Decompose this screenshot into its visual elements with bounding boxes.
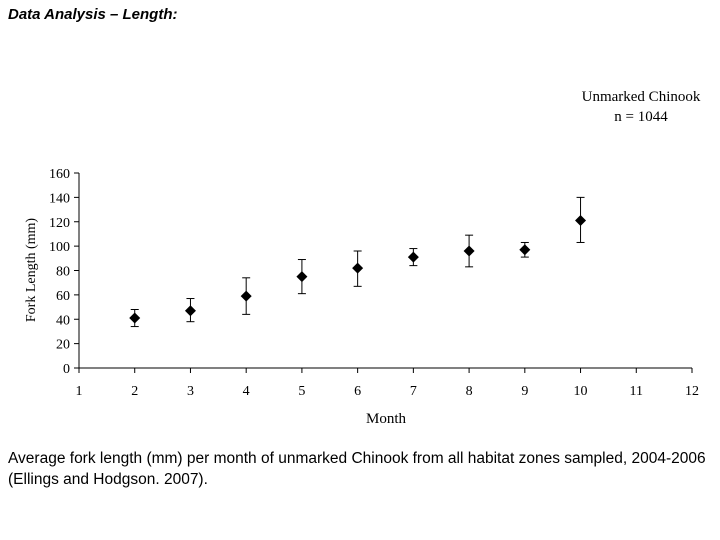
x-tick-label: 8 [466,384,473,399]
figure-caption: Average fork length (mm) per month of un… [8,450,706,488]
y-tick-label: 60 [56,289,70,304]
y-tick-label: 40 [56,313,70,328]
x-tick-label: 10 [574,384,588,399]
y-tick-label: 100 [49,240,70,255]
data-point-group [519,241,531,258]
data-point-group [407,248,419,267]
x-tick-label: 12 [685,384,699,399]
chart-marks [129,196,587,328]
x-tick-label: 1 [76,384,83,399]
data-point-diamond [352,262,364,274]
x-tick-label: 5 [298,384,305,399]
slide-heading: Data Analysis – Length: [8,6,178,23]
data-point-diamond [129,312,141,324]
annotation-line-2: n = 1044 [614,109,668,125]
data-point-group [575,196,587,243]
x-tick-label: 4 [243,384,250,399]
annotation-line-1: Unmarked Chinook [582,89,701,105]
y-tick-label: 160 [49,167,70,182]
x-tick-label: 3 [187,384,194,399]
y-tick-label: 80 [56,265,70,280]
data-point-group [129,309,141,328]
data-point-group [463,234,475,268]
data-point-group [296,259,308,295]
data-point-diamond [184,305,196,317]
y-axis-label: Fork Length (mm) [24,218,39,323]
y-tick-label: 140 [49,191,70,206]
data-point-diamond [296,271,308,283]
x-tick-label: 7 [410,384,417,399]
y-tick-label: 20 [56,338,70,353]
x-tick-label: 9 [521,384,528,399]
x-tick-label: 11 [630,384,643,399]
data-point-diamond [240,290,252,302]
annotation: Unmarked Chinook n = 1044 [582,89,701,125]
data-point-diamond [575,215,587,227]
x-axis-label: Month [366,411,407,427]
data-point-group [184,298,196,323]
x-tick-label: 6 [354,384,361,399]
data-point-diamond [463,245,475,257]
data-point-group [352,250,364,287]
data-point-diamond [519,244,531,256]
y-tick-label: 0 [63,362,70,377]
x-tick-label: 2 [131,384,138,399]
data-point-diamond [407,251,419,263]
y-tick-label: 120 [49,216,70,231]
data-point-group [240,277,252,315]
